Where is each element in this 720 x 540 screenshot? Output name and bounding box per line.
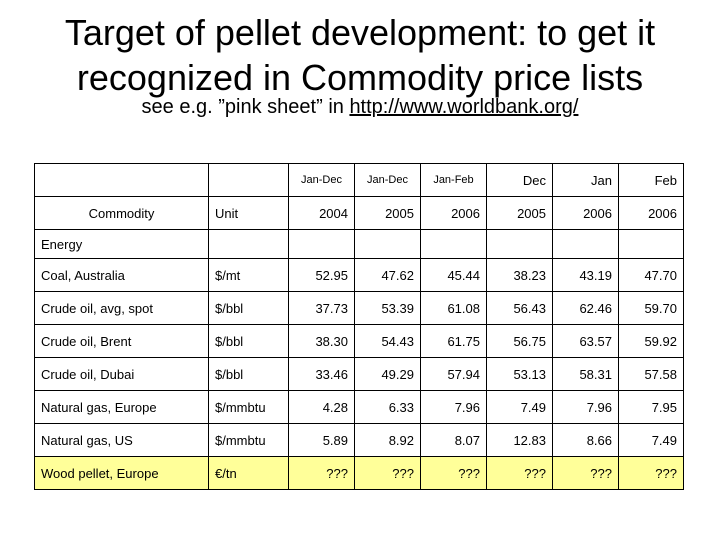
wood-pellet-row: Wood pellet, Europe €/tn ??? ??? ??? ???… (34, 456, 684, 490)
price-cell: ??? (486, 456, 553, 490)
price-cell: 4.28 (288, 390, 355, 424)
price-cell: 7.95 (618, 390, 684, 424)
price-cell: 37.73 (288, 291, 355, 325)
price-cell: 49.29 (354, 357, 421, 391)
title-line-2: recognized in Commodity price lists (76, 57, 644, 98)
table-row: Crude oil, avg, spot $/bbl 37.73 53.39 6… (34, 291, 684, 325)
slide-subtitle: see e.g. ”pink sheet” in http://www.worl… (0, 94, 720, 120)
year-header: 2005 (486, 196, 553, 230)
price-cell: 63.57 (552, 324, 619, 358)
price-cell: 59.70 (618, 291, 684, 325)
price-cell: 47.70 (618, 258, 684, 292)
price-cell: 7.49 (486, 390, 553, 424)
year-header: 2004 (288, 196, 355, 230)
year-header: 2005 (354, 196, 421, 230)
period-header: Jan-Feb (420, 163, 487, 197)
price-cell: ??? (288, 456, 355, 490)
price-cell: ??? (552, 456, 619, 490)
commodity-name: Crude oil, Dubai (34, 357, 209, 391)
section-row: Energy (34, 229, 684, 259)
unit-cell: $/mmbtu (208, 423, 289, 457)
price-cell: ??? (618, 456, 684, 490)
period-header: Dec (486, 163, 553, 197)
price-cell: ??? (354, 456, 421, 490)
table-row: Natural gas, US $/mmbtu 5.89 8.92 8.07 1… (34, 423, 684, 457)
empty-cell (354, 229, 421, 259)
commodity-name: Wood pellet, Europe (34, 456, 209, 490)
unit-cell: $/bbl (208, 357, 289, 391)
unit-cell: $/bbl (208, 291, 289, 325)
price-cell: 45.44 (420, 258, 487, 292)
empty-cell (420, 229, 487, 259)
price-cell: 47.62 (354, 258, 421, 292)
price-cell: 8.07 (420, 423, 487, 457)
price-cell: 58.31 (552, 357, 619, 391)
unit-cell: €/tn (208, 456, 289, 490)
price-cell: 56.43 (486, 291, 553, 325)
table-row: Natural gas, Europe $/mmbtu 4.28 6.33 7.… (34, 390, 684, 424)
price-cell: 7.96 (552, 390, 619, 424)
price-cell: 61.75 (420, 324, 487, 358)
period-header: Feb (618, 163, 684, 197)
price-cell: 57.58 (618, 357, 684, 391)
commodity-name: Natural gas, US (34, 423, 209, 457)
commodity-price-table: Jan-Dec Jan-Dec Jan-Feb Dec Jan Feb Comm… (34, 163, 684, 490)
commodity-name: Crude oil, Brent (34, 324, 209, 358)
price-cell: 56.75 (486, 324, 553, 358)
worldbank-link[interactable]: http://www.worldbank.org/ (349, 96, 579, 118)
price-cell: 5.89 (288, 423, 355, 457)
year-header-row: Commodity Unit 2004 2005 2006 2005 2006 … (34, 196, 684, 230)
price-cell: 12.83 (486, 423, 553, 457)
price-cell: 61.08 (420, 291, 487, 325)
empty-cell (208, 163, 289, 197)
empty-cell (552, 229, 619, 259)
empty-cell (288, 229, 355, 259)
period-header: Jan-Dec (288, 163, 355, 197)
period-header-row: Jan-Dec Jan-Dec Jan-Feb Dec Jan Feb (34, 163, 684, 197)
table-row: Crude oil, Brent $/bbl 38.30 54.43 61.75… (34, 324, 684, 358)
empty-cell (486, 229, 553, 259)
price-cell: 7.49 (618, 423, 684, 457)
price-cell: 7.96 (420, 390, 487, 424)
price-cell: 6.33 (354, 390, 421, 424)
unit-cell: $/mmbtu (208, 390, 289, 424)
price-cell: 8.92 (354, 423, 421, 457)
commodity-name: Crude oil, avg, spot (34, 291, 209, 325)
slide-title: Target of pellet development: to get it … (0, 10, 720, 100)
period-header: Jan (552, 163, 619, 197)
subtitle-text: see e.g. ”pink sheet” in (141, 96, 350, 118)
empty-cell (618, 229, 684, 259)
empty-cell (34, 163, 209, 197)
table-row: Crude oil, Dubai $/bbl 33.46 49.29 57.94… (34, 357, 684, 391)
price-cell: 43.19 (552, 258, 619, 292)
empty-cell (208, 229, 289, 259)
commodity-name: Natural gas, Europe (34, 390, 209, 424)
price-cell: 53.13 (486, 357, 553, 391)
year-header: 2006 (618, 196, 684, 230)
price-cell: 52.95 (288, 258, 355, 292)
period-header: Jan-Dec (354, 163, 421, 197)
title-line-1: Target of pellet development: to get it (64, 12, 656, 53)
price-cell: 57.94 (420, 357, 487, 391)
price-cell: 53.39 (354, 291, 421, 325)
unit-header: Unit (208, 196, 289, 230)
price-cell: 33.46 (288, 357, 355, 391)
unit-cell: $/mt (208, 258, 289, 292)
price-cell: 62.46 (552, 291, 619, 325)
price-cell: 59.92 (618, 324, 684, 358)
price-cell: 38.30 (288, 324, 355, 358)
price-cell: 38.23 (486, 258, 553, 292)
section-label: Energy (34, 229, 209, 259)
table-row: Coal, Australia $/mt 52.95 47.62 45.44 3… (34, 258, 684, 292)
commodity-header: Commodity (34, 196, 209, 230)
price-cell: 54.43 (354, 324, 421, 358)
unit-cell: $/bbl (208, 324, 289, 358)
year-header: 2006 (552, 196, 619, 230)
commodity-name: Coal, Australia (34, 258, 209, 292)
year-header: 2006 (420, 196, 487, 230)
price-cell: 8.66 (552, 423, 619, 457)
price-cell: ??? (420, 456, 487, 490)
